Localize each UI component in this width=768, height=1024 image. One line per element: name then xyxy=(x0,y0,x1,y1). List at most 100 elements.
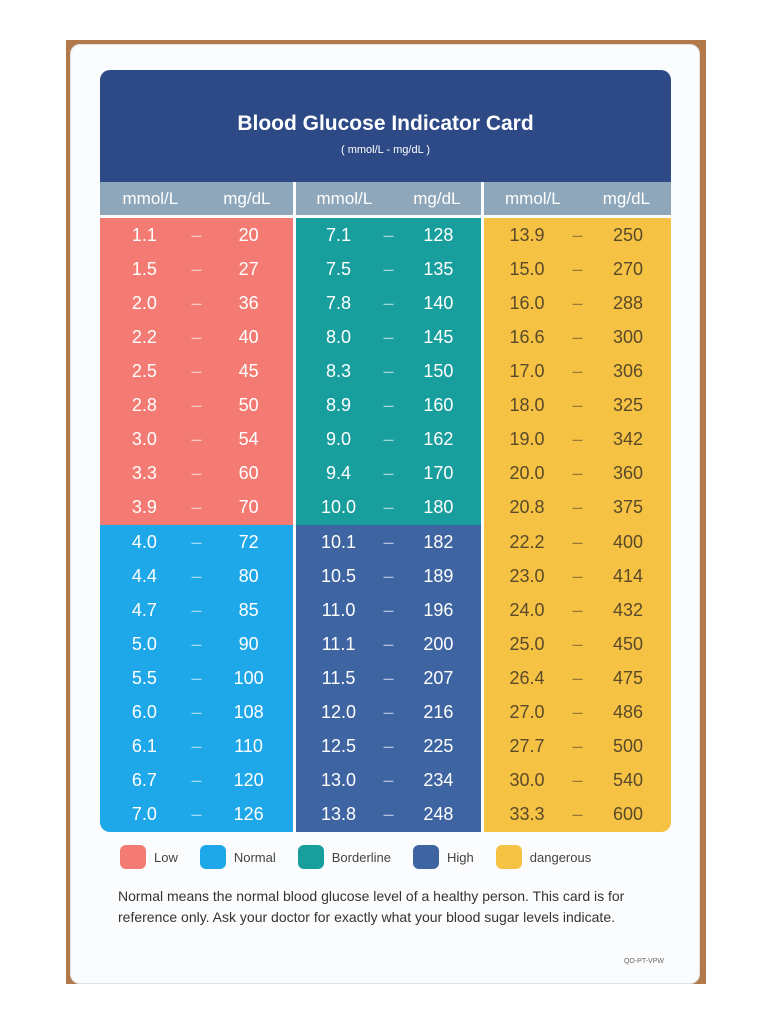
mgdl-value: 54 xyxy=(238,429,259,450)
separator: – xyxy=(572,531,583,552)
table-row: 8.3 – 150 xyxy=(296,354,481,389)
mgdl-value: 150 xyxy=(423,360,454,381)
mgdl-value: 100 xyxy=(233,667,264,688)
table-row: 1.5 – 27 xyxy=(100,252,293,287)
mmol-value: 9.0 xyxy=(326,429,352,450)
separator: – xyxy=(383,565,394,586)
separator: – xyxy=(383,497,394,518)
mgdl-value: 200 xyxy=(423,633,454,654)
table-row: 15.0 – 270 xyxy=(484,252,671,287)
header-mmol: mmol/L xyxy=(505,188,561,208)
mgdl-value: 140 xyxy=(423,292,454,313)
separator: – xyxy=(191,395,202,416)
table-row: 23.0 – 414 xyxy=(484,559,671,594)
mmol-value: 16.6 xyxy=(509,326,545,347)
mmol-value: 16.0 xyxy=(509,292,545,313)
separator: – xyxy=(191,429,202,450)
legend-label: Borderline xyxy=(331,849,392,865)
mmol-value: 23.0 xyxy=(509,565,545,586)
separator: – xyxy=(191,565,202,586)
value-column-1: 1.1 – 20 1.5 – 27 2.0 – 36 2.2 – 40 2.5 – 45 2.8 – 50 3.0 –… xyxy=(100,218,293,832)
card-header: Blood Glucose Indicator Card ( mmol/L - … xyxy=(100,70,671,182)
mgdl-value: 45 xyxy=(238,360,259,381)
mmol-value: 3.9 xyxy=(131,497,157,518)
table-row: 33.3 – 600 xyxy=(484,797,671,832)
table-row: 11.0 – 196 xyxy=(296,593,481,628)
separator: – xyxy=(572,497,583,518)
mmol-value: 4.7 xyxy=(131,599,157,620)
legend-item-dangerous: dangerous xyxy=(495,845,592,869)
mgdl-value: 36 xyxy=(238,292,259,313)
table-row: 3.0 – 54 xyxy=(100,422,293,457)
mgdl-value: 414 xyxy=(612,565,643,586)
mgdl-value: 600 xyxy=(612,804,643,825)
table-row: 27.0 – 486 xyxy=(484,695,671,730)
mgdl-value: 108 xyxy=(233,702,264,723)
mmol-value: 10.1 xyxy=(321,531,357,552)
header-mgdl: mg/dL xyxy=(413,188,461,208)
value-column-2: 7.1–128 7.5–135 7.8–140 8.0–145 8.3–150 8.9–1… xyxy=(296,218,481,832)
legend-item-normal: Normal xyxy=(199,845,276,869)
mmol-value: 13.0 xyxy=(321,770,357,791)
mgdl-value: 500 xyxy=(612,736,643,757)
separator: – xyxy=(383,804,394,825)
table-row: 2.0 – 36 xyxy=(100,286,293,321)
mgdl-value: 486 xyxy=(612,702,643,723)
mmol-value: 22.2 xyxy=(509,531,545,552)
separator: – xyxy=(191,736,202,757)
column-header-1: mmol/L mg/dL xyxy=(100,182,293,215)
header-mgdl: mg/dL xyxy=(223,188,271,208)
table-row: 7.0 – 126 xyxy=(100,797,293,832)
table-row: 4.7 – 85 xyxy=(100,593,293,628)
separator: – xyxy=(191,497,202,518)
mmol-value: 3.3 xyxy=(131,463,157,484)
mgdl-value: 70 xyxy=(238,497,259,518)
mgdl-value: 180 xyxy=(423,497,454,518)
mgdl-value: 120 xyxy=(233,770,264,791)
mgdl-value: 162 xyxy=(423,429,454,450)
mgdl-value: 110 xyxy=(234,736,263,757)
legend-label: dangerous xyxy=(529,849,592,865)
mgdl-value: 475 xyxy=(612,667,643,688)
mgdl-value: 80 xyxy=(238,565,259,586)
separator: – xyxy=(383,633,394,654)
card-subtitle: ( mmol/L - mg/dL ) xyxy=(340,144,431,156)
mmol-value: 13.9 xyxy=(509,224,545,245)
separator: – xyxy=(383,531,394,552)
disclaimer-note: Normal means the normal blood glucose le… xyxy=(118,888,625,925)
mmol-value: 4.4 xyxy=(131,565,157,586)
legend-swatch xyxy=(297,845,324,869)
mmol-value: 2.5 xyxy=(131,360,157,381)
table-row: 12.5 – 225 xyxy=(296,729,481,764)
mgdl-value: 450 xyxy=(612,633,643,654)
mgdl-value: 248 xyxy=(423,804,454,825)
table-row: 25.0 – 450 xyxy=(484,627,671,662)
table-row: 8.9 – 160 xyxy=(296,388,481,423)
separator: – xyxy=(383,429,394,450)
mgdl-value: 288 xyxy=(612,292,643,313)
separator: – xyxy=(191,770,202,791)
table-row: 6.7 – 120 xyxy=(100,763,293,798)
table-row: 9.4 – 170 xyxy=(296,456,481,491)
mmol-value: 27.0 xyxy=(509,702,545,723)
legend-swatch xyxy=(413,845,440,869)
table-row: 9.0 – 162 xyxy=(296,422,481,457)
table-row: 20.0 – 360 xyxy=(484,456,671,491)
mmol-value: 27.7 xyxy=(509,736,545,757)
table-row: 10.5 – 189 xyxy=(296,559,481,594)
separator: – xyxy=(572,258,583,279)
mgdl-value: 300 xyxy=(612,326,643,347)
table-row: 16.6 – 300 xyxy=(484,320,671,355)
table-row: 18.0 – 325 xyxy=(484,388,671,423)
mmol-value: 4.0 xyxy=(131,531,157,552)
header-mmol: mmol/L xyxy=(316,188,373,208)
separator: – xyxy=(191,360,202,381)
separator: – xyxy=(191,292,202,313)
separator: – xyxy=(383,702,394,723)
table-row: 2.5 – 45 xyxy=(100,354,293,389)
mmol-value: 19.0 xyxy=(509,429,545,450)
table-row: 2.8 – 50 xyxy=(100,388,293,423)
separator: – xyxy=(383,463,394,484)
mgdl-value: 196 xyxy=(423,599,454,620)
legend-item-borderline: Borderline xyxy=(297,845,392,869)
